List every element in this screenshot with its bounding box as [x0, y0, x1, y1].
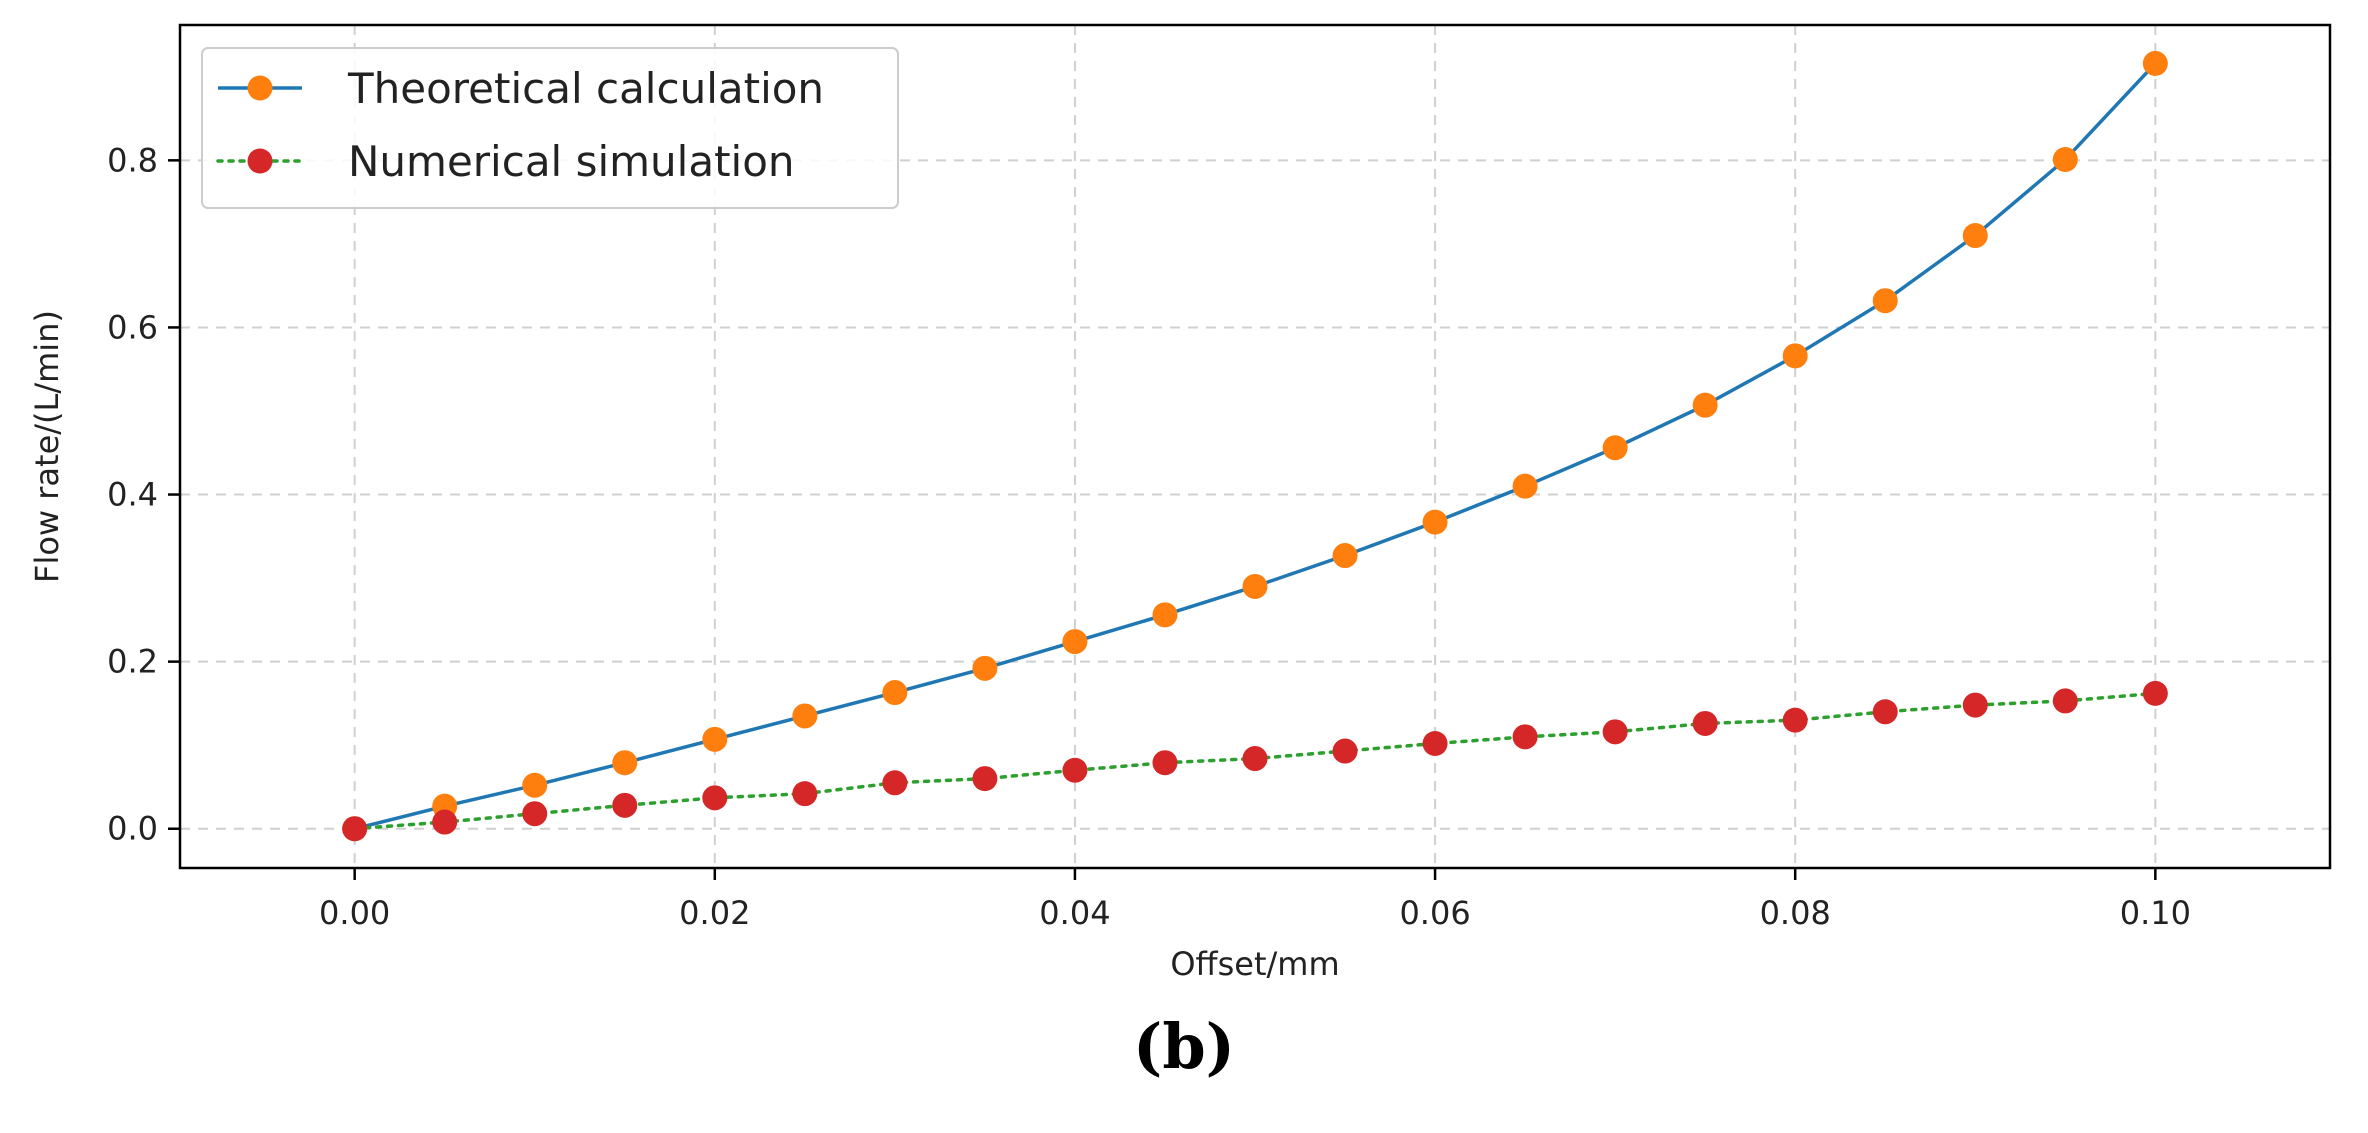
data-point-s0-19 [2052, 147, 2078, 173]
data-point-s0-14 [1602, 435, 1628, 461]
data-point-s1-6 [882, 770, 908, 796]
data-point-s0-4 [702, 726, 728, 752]
x-axis: 0.00 0.02 0.04 0.06 0.08 0.10 [319, 868, 2191, 932]
x-tick-label-1: 0.02 [679, 894, 750, 932]
plot-frame [178, 23, 2332, 870]
data-point-s1-19 [2052, 688, 2078, 714]
legend-marker-theoretical [247, 75, 273, 101]
data-point-s1-13 [1512, 724, 1538, 750]
data-point-s0-16 [1782, 343, 1808, 369]
y-tick-label-4: 0.8 [107, 141, 158, 179]
data-point-s1-15 [1692, 710, 1718, 736]
y-axis-label: Flow rate/(L/min) [28, 310, 66, 583]
y-tick-label-0: 0.0 [107, 810, 158, 848]
data-point-s1-1 [432, 809, 458, 835]
data-point-s1-14 [1602, 719, 1628, 745]
data-point-s0-3 [612, 750, 638, 776]
data-point-s1-17 [1872, 699, 1898, 725]
data-point-s1-16 [1782, 707, 1808, 733]
x-tick-label-3: 0.06 [1399, 894, 1470, 932]
x-axis-label: Offset/mm [1170, 945, 1339, 983]
data-point-s0-18 [1962, 223, 1988, 249]
data-point-s0-9 [1152, 602, 1178, 628]
data-point-s1-3 [612, 792, 638, 818]
data-point-s1-11 [1332, 738, 1358, 764]
data-point-s0-7 [972, 655, 998, 681]
x-tick-label-5: 0.10 [2120, 894, 2191, 932]
legend-marker-numerical [247, 148, 273, 174]
data-point-s0-12 [1422, 509, 1448, 535]
data-point-s1-9 [1152, 750, 1178, 776]
data-point-s1-12 [1422, 731, 1448, 757]
data-point-s0-2 [522, 772, 548, 798]
figure-caption: (b) [1132, 1010, 1236, 1083]
y-axis: 0.0 0.2 0.4 0.6 0.8 [107, 141, 180, 848]
data-point-s1-18 [1962, 692, 1988, 718]
legend-label-numerical: Numerical simulation [348, 137, 795, 186]
data-point-s1-4 [702, 785, 728, 811]
legend: Theoretical calculation Numerical simula… [201, 47, 899, 209]
data-point-s1-7 [972, 766, 998, 792]
data-point-s1-8 [1062, 757, 1088, 783]
data-point-s0-11 [1332, 543, 1358, 569]
x-tick-label-2: 0.04 [1039, 894, 1110, 932]
data-point-s1-5 [792, 781, 818, 807]
x-tick-label-4: 0.08 [1760, 894, 1831, 932]
data-point-s0-17 [1872, 288, 1898, 314]
data-point-s0-15 [1692, 392, 1718, 418]
data-point-s1-20 [2142, 680, 2168, 706]
data-point-s0-13 [1512, 473, 1538, 499]
data-point-s0-20 [2142, 50, 2168, 76]
data-point-s0-8 [1062, 629, 1088, 655]
data-point-s1-2 [522, 801, 548, 827]
data-point-s1-10 [1242, 746, 1268, 772]
series-markers [342, 50, 2168, 842]
y-tick-label-2: 0.4 [107, 476, 158, 514]
x-tick-label-0: 0.00 [319, 894, 390, 932]
data-point-s0-6 [882, 680, 908, 706]
data-point-s1-0 [342, 816, 368, 842]
data-point-s0-5 [792, 703, 818, 729]
legend-label-theoretical: Theoretical calculation [347, 64, 824, 113]
legend-box [201, 47, 899, 209]
y-tick-label-3: 0.6 [107, 308, 158, 346]
y-tick-label-1: 0.2 [107, 643, 158, 681]
data-point-s0-10 [1242, 573, 1268, 599]
